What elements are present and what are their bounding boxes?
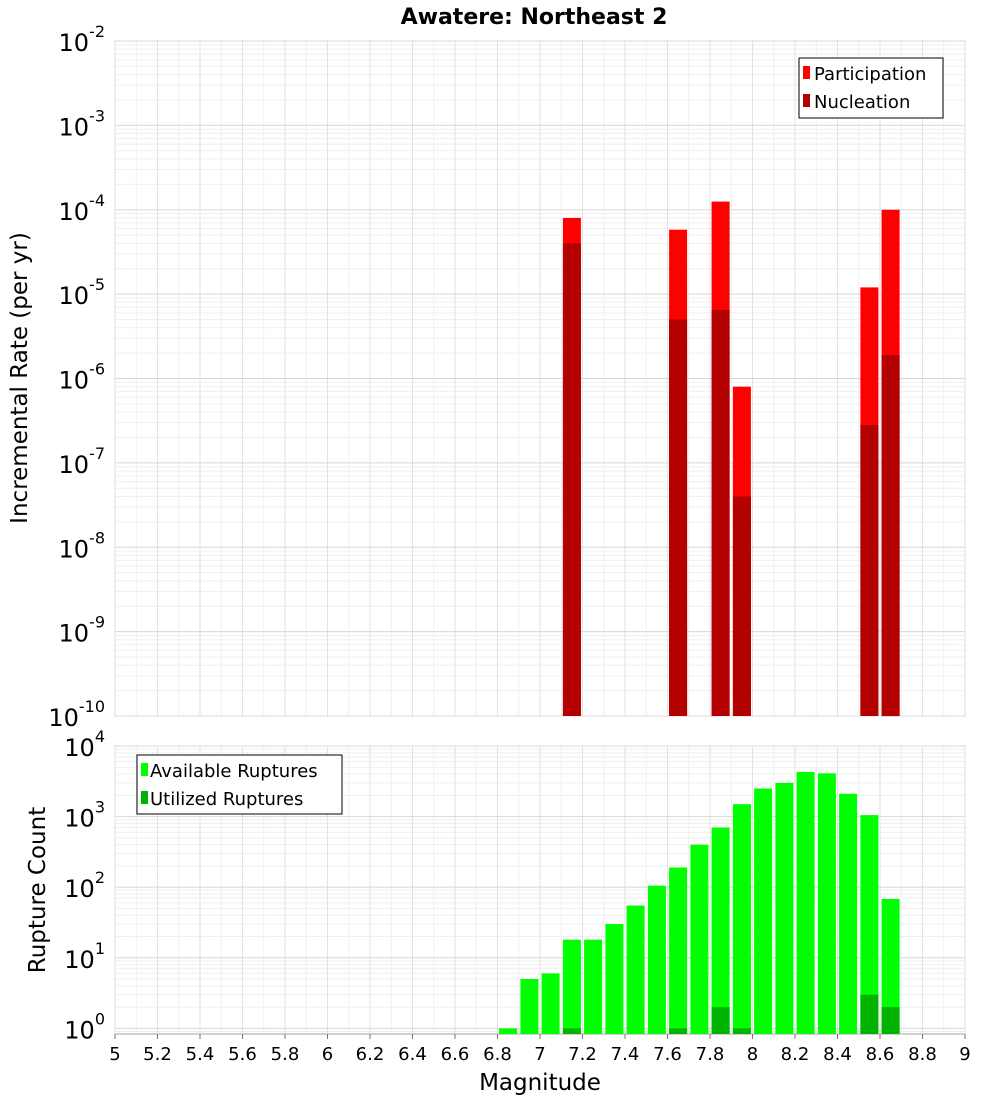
x-tick-label: 5.8 — [271, 1044, 300, 1065]
bottom-y-tick-exponent: 4 — [95, 727, 105, 746]
bottom-back-bar — [605, 924, 624, 1034]
top-front-bar — [860, 425, 879, 716]
x-tick-label: 8 — [747, 1044, 758, 1065]
top-y-tick-exponent: -5 — [89, 275, 105, 294]
bottom-back-bar — [775, 782, 794, 1034]
x-tick-label: 8.2 — [781, 1044, 810, 1065]
participation-legend-swatch — [803, 66, 810, 79]
top-y-tick-exponent: -2 — [89, 22, 105, 41]
bottom-y-axis-label: Rupture Count — [25, 807, 51, 973]
bottom-legend-box — [136, 754, 343, 815]
bottom-back-bar — [796, 771, 815, 1034]
top-front-bar — [562, 243, 581, 717]
x-tick-label: 5 — [109, 1044, 120, 1065]
top-legend: Participation Nucleation — [798, 57, 944, 119]
x-tick-label: 7.4 — [611, 1044, 640, 1065]
bottom-back-bar — [669, 867, 688, 1034]
bottom-front-bar — [669, 1028, 688, 1034]
top-y-tick-exponent: -6 — [89, 360, 105, 379]
bottom-back-bar — [860, 815, 879, 1034]
bottom-front-bar — [562, 1028, 581, 1034]
bottom-back-bar — [562, 939, 581, 1034]
x-tick-label: 7.6 — [653, 1044, 682, 1065]
top-gridlines — [114, 40, 966, 717]
x-tick-label: 5.2 — [143, 1044, 172, 1065]
bottom-back-bar — [690, 844, 709, 1034]
x-tick-label: 6.4 — [398, 1044, 427, 1065]
bottom-front-bar — [732, 1028, 751, 1034]
top-front-bar — [732, 496, 751, 716]
bottom-back-bar — [647, 885, 666, 1034]
x-tick-label: 6.6 — [441, 1044, 470, 1065]
x-tick-label: 8.8 — [908, 1044, 937, 1065]
bottom-front-bar — [711, 1007, 730, 1034]
bottom-y-tick-exponent: 2 — [95, 868, 105, 887]
x-axis-label: Magnitude — [479, 1070, 601, 1096]
bottom-back-bar — [881, 899, 900, 1034]
chart-title: Awatere: Northeast 2 — [401, 5, 668, 30]
bottom-bars — [499, 771, 900, 1034]
bottom-y-tick-exponent: 3 — [95, 798, 105, 817]
x-tick-label: 6.8 — [483, 1044, 512, 1065]
bottom-front-bar — [881, 1007, 900, 1034]
bottom-back-bar — [626, 905, 645, 1034]
nucleation-legend-label: Nucleation — [814, 92, 910, 113]
top-y-tick-exponent: -7 — [89, 444, 105, 463]
bottom-back-bar — [541, 973, 560, 1034]
bottom-legend: Available Ruptures Utilized Ruptures — [136, 754, 343, 815]
top-y-tick-exponent: -10 — [79, 697, 105, 716]
bottom-back-bar — [839, 793, 858, 1034]
bottom-y-tick-exponent: 1 — [95, 939, 105, 958]
bottom-front-bar — [860, 994, 879, 1034]
available-legend-swatch — [141, 763, 148, 776]
top-bars — [562, 201, 900, 717]
top-y-tick-exponent: -4 — [89, 191, 105, 210]
x-tick-label: 8.6 — [866, 1044, 895, 1065]
bottom-back-bar — [711, 827, 730, 1034]
top-y-tick-exponent: -9 — [89, 613, 105, 632]
x-tick-label: 6.2 — [356, 1044, 385, 1065]
x-tick-label: 7 — [534, 1044, 545, 1065]
bottom-y-tick-exponent: 0 — [95, 1009, 105, 1028]
utilized-legend-label: Utilized Ruptures — [150, 789, 303, 810]
x-tick-label: 7.8 — [696, 1044, 725, 1065]
x-tick-label: 7.2 — [568, 1044, 597, 1065]
available-legend-label: Available Ruptures — [150, 761, 318, 782]
top-front-bar — [881, 355, 900, 716]
x-tick-label: 6 — [322, 1044, 333, 1065]
nucleation-legend-swatch — [803, 94, 810, 107]
bottom-back-bar — [499, 1028, 518, 1034]
top-y-tick-exponent: -3 — [89, 106, 105, 125]
bottom-back-bar — [817, 773, 836, 1034]
bottom-back-bar — [584, 939, 603, 1034]
top-legend-box — [798, 57, 944, 119]
participation-legend-label: Participation — [814, 64, 926, 85]
x-tick-labels: 5 5.2 5.4 5.6 5.8 6 6.2 6.4 6.6 6.8 7 7.2 7.4 7.6 7.8 8… — [109, 1034, 971, 1065]
top-front-bar — [669, 319, 688, 716]
utilized-legend-swatch — [141, 791, 148, 804]
x-tick-label: 5.4 — [186, 1044, 215, 1065]
bottom-back-bar — [732, 804, 751, 1034]
top-front-bar — [711, 309, 730, 716]
x-tick-label: 5.6 — [228, 1044, 257, 1065]
bottom-back-bar — [754, 788, 773, 1034]
top-y-axis-label: Incremental Rate (per yr) — [7, 232, 33, 524]
x-tick-label: 8.4 — [823, 1044, 852, 1065]
x-tick-label: 9 — [959, 1044, 970, 1065]
top-y-tick-exponent: -8 — [89, 528, 105, 547]
bottom-back-bar — [520, 979, 539, 1034]
